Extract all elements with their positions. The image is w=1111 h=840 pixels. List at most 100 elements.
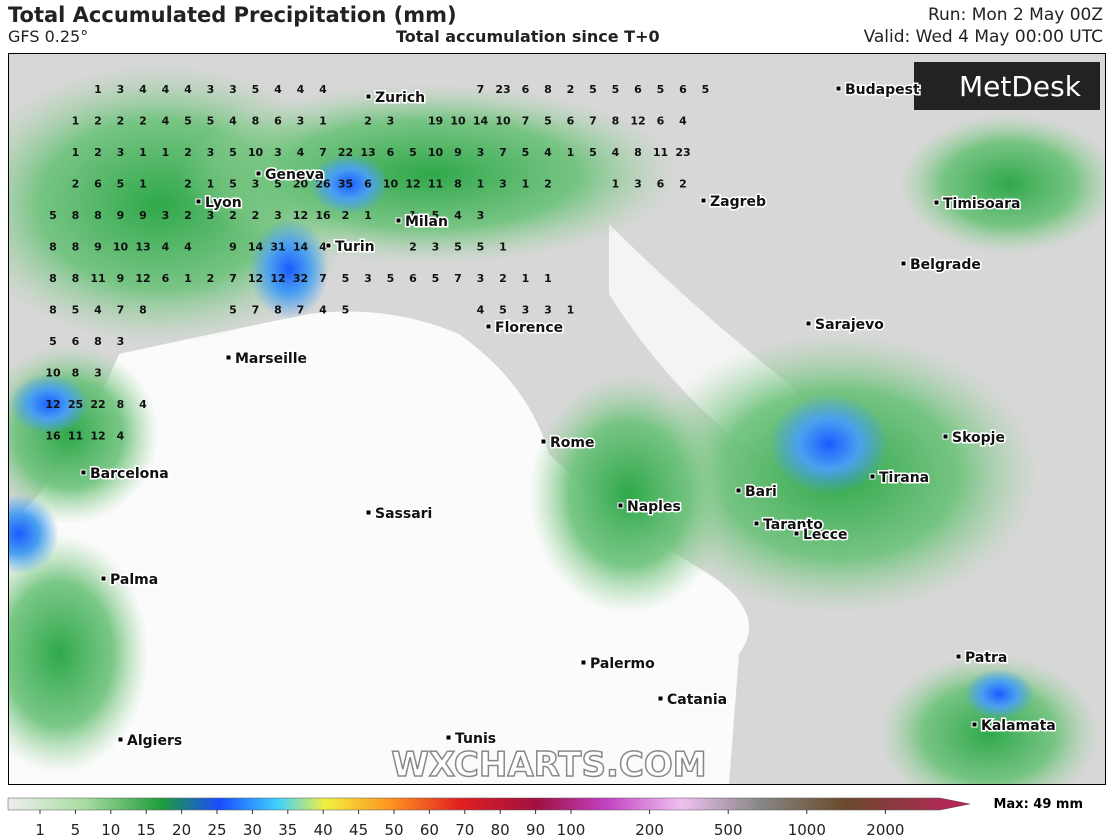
precip-value: 8: [139, 304, 147, 317]
precip-value: 4: [117, 430, 125, 443]
precip-value: 1: [94, 83, 102, 96]
city-marker: [580, 659, 587, 666]
city-label: Belgrade: [910, 257, 981, 273]
precip-value: 3: [477, 209, 485, 222]
precip-value: 7: [499, 146, 507, 159]
precip-value: 3: [274, 146, 282, 159]
precip-value: 3: [117, 146, 125, 159]
precip-value: 3: [207, 83, 215, 96]
precip-value: 2: [229, 209, 237, 222]
precip-value: 5: [589, 146, 597, 159]
precip-value: 8: [49, 304, 57, 317]
precip-value: 5: [184, 115, 192, 128]
precip-value: 26: [315, 178, 331, 191]
city-marker: [117, 736, 124, 743]
max-label: Max: 49 mm: [993, 797, 1083, 812]
city-marker: [869, 473, 876, 480]
precip-value: 2: [117, 115, 125, 128]
city-label: Skopje: [952, 430, 1005, 446]
precip-value: 8: [94, 335, 102, 348]
precip-value: 2: [567, 83, 575, 96]
precip-value: 3: [252, 178, 260, 191]
precip-value: 8: [544, 83, 552, 96]
city-label: Barcelona: [90, 466, 169, 482]
precip-value: 32: [293, 272, 308, 285]
precip-value: 8: [72, 367, 80, 380]
colorbar-bar: [7, 797, 971, 811]
precip-value: 7: [477, 83, 485, 96]
precip-value: 1: [567, 304, 575, 317]
city-label: Patra: [965, 650, 1007, 666]
precip-value: 3: [162, 209, 170, 222]
precip-value: 5: [589, 83, 597, 96]
colorbar-label: 60: [420, 821, 439, 839]
colorbar-label: 35: [278, 821, 297, 839]
city-label: Lyon: [205, 195, 242, 211]
precip-value: 8: [49, 272, 57, 285]
colorbar-label: 50: [384, 821, 403, 839]
precip-value: 12: [630, 115, 645, 128]
city-marker: [195, 198, 202, 205]
precip-value: 4: [184, 241, 192, 254]
precip-value: 1: [409, 209, 417, 222]
precip-value: 4: [679, 115, 687, 128]
precip-value: 4: [274, 83, 282, 96]
precip-value: 5: [252, 83, 260, 96]
precip-value: 5: [229, 146, 237, 159]
precip-value: 16: [45, 430, 61, 443]
precip-value: 1: [477, 178, 485, 191]
precip-value: 6: [274, 115, 282, 128]
precip-value: 4: [162, 241, 170, 254]
logo: MetDesk: [959, 70, 1082, 103]
precip-value: 3: [544, 304, 552, 317]
colorbar-label: 45: [349, 821, 368, 839]
precip-value: 9: [94, 241, 102, 254]
city-label: Algiers: [127, 733, 182, 749]
precip-value: 8: [72, 241, 80, 254]
city-marker: [900, 260, 907, 267]
precip-value: 3: [274, 209, 282, 222]
precip-value: 12: [135, 272, 150, 285]
precip-value: 2: [184, 178, 192, 191]
precip-value: 6: [387, 146, 395, 159]
city-marker: [805, 320, 812, 327]
precip-value: 9: [139, 209, 147, 222]
precip-value: 4: [162, 83, 170, 96]
precip-value: 5: [409, 146, 417, 159]
precip-value: 14: [248, 241, 264, 254]
precip-value: 12: [405, 178, 420, 191]
city-marker: [325, 242, 332, 249]
precip-value: 35: [338, 178, 353, 191]
precip-value: 1: [567, 146, 575, 159]
precip-value: 5: [499, 304, 507, 317]
precip-value: 7: [229, 272, 237, 285]
precip-value: 1: [612, 178, 620, 191]
precip-value: 10: [45, 367, 61, 380]
city-label: Turin: [335, 239, 375, 255]
precip-value: 3: [477, 272, 485, 285]
run: Run: Mon 2 May 00Z: [927, 5, 1103, 25]
colorbar-label: 20: [172, 821, 191, 839]
city-label: Palma: [110, 572, 158, 588]
precip-value: 1: [184, 272, 192, 285]
city-marker: [735, 487, 742, 494]
precip-value: 2: [679, 178, 687, 191]
precip-value: 2: [207, 272, 215, 285]
colorbar-label: 100: [557, 821, 586, 839]
precip-value: 9: [117, 272, 125, 285]
precip-value: 2: [499, 272, 507, 285]
precip-value: 2: [409, 241, 417, 254]
city-label: Tirana: [879, 470, 929, 486]
precip-value: 12: [45, 398, 60, 411]
precip-value: 1: [72, 146, 80, 159]
map: MetDesk WXCHARTS.COM 1 3 4 4 4 3 3 5 4 4 4 7 23 6 8 2 5 5…: [8, 53, 1106, 785]
colorbar-label: 1000: [788, 821, 826, 839]
precip-value: 11: [90, 272, 105, 285]
city-label: Milan: [405, 214, 448, 230]
precip-value: 8: [252, 115, 260, 128]
colorbar-label: 200: [635, 821, 664, 839]
city-label: Catania: [667, 692, 727, 708]
precip-value: 8: [94, 209, 102, 222]
precip-value: 12: [293, 209, 308, 222]
precip-value: 5: [342, 272, 350, 285]
